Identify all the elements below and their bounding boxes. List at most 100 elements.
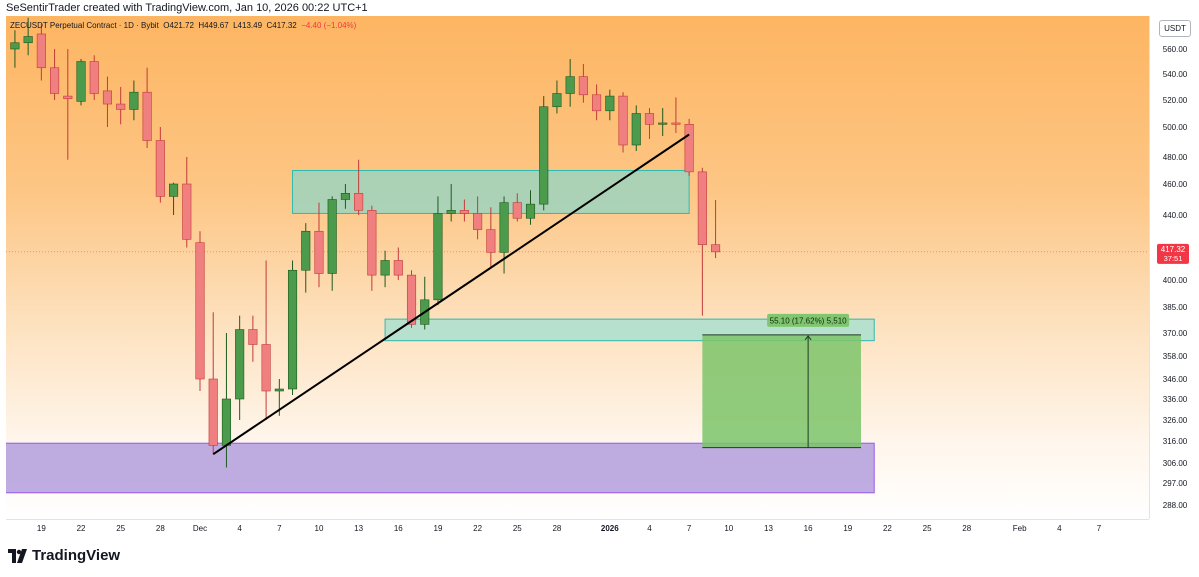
candle-up[interactable]: [539, 106, 549, 205]
price-tick-label: 358.00: [1163, 352, 1188, 361]
candle-down[interactable]: [578, 76, 588, 96]
candle-down[interactable]: [393, 260, 403, 276]
candle-up[interactable]: [340, 193, 350, 200]
candle-down[interactable]: [155, 140, 165, 197]
price-tick-label: 480.00: [1163, 153, 1188, 162]
price-tick-label: 288.00: [1163, 501, 1188, 510]
candle-down[interactable]: [512, 202, 522, 219]
candle-down[interactable]: [473, 213, 483, 230]
candle-down[interactable]: [36, 33, 46, 69]
candle-up[interactable]: [76, 61, 86, 102]
attribution-bar: SeSentirTrader created with TradingView.…: [0, 0, 1199, 16]
candle-up[interactable]: [446, 210, 456, 214]
time-tick-label: Feb: [1013, 524, 1027, 533]
plot-layer: 55.10 (17.62%) 5,510: [0, 17, 1149, 494]
time-tick-label: 13: [354, 524, 363, 533]
price-tick-label: 297.00: [1163, 479, 1188, 488]
measure-label-bg: [767, 313, 850, 327]
candle-up[interactable]: [274, 388, 284, 392]
target-range-box[interactable]: [702, 334, 861, 448]
candle-up[interactable]: [525, 203, 536, 219]
time-tick-label: 16: [804, 524, 813, 533]
price-tick-label: 370.00: [1163, 329, 1188, 338]
legend-low: L413.49: [233, 21, 263, 30]
time-tick-label: 10: [315, 524, 324, 533]
time-tick-label: 4: [647, 524, 652, 533]
candle-down[interactable]: [182, 183, 192, 240]
candle-up[interactable]: [658, 122, 668, 125]
price-tick-label: 306.00: [1163, 459, 1188, 468]
candle-down[interactable]: [261, 344, 271, 392]
candle-down[interactable]: [50, 67, 60, 94]
candle-down[interactable]: [671, 122, 681, 125]
candle-down[interactable]: [406, 274, 417, 325]
candle-down[interactable]: [684, 124, 694, 173]
candle-up[interactable]: [433, 213, 443, 301]
price-axis[interactable]: [1149, 16, 1199, 519]
candle-down[interactable]: [367, 210, 377, 276]
candle-up[interactable]: [23, 36, 33, 44]
time-tick-label: 25: [923, 524, 932, 533]
candle-up[interactable]: [129, 91, 139, 110]
price-tick-label: 316.00: [1163, 437, 1188, 446]
time-tick-label: 25: [116, 524, 125, 533]
candle-up[interactable]: [235, 329, 245, 400]
time-tick-label: 13: [764, 524, 773, 533]
candle-up[interactable]: [565, 76, 575, 94]
trendline[interactable]: [212, 133, 690, 456]
candle-up[interactable]: [287, 269, 298, 390]
countdown-label: 37:51: [1164, 254, 1183, 263]
candle-down[interactable]: [195, 242, 205, 380]
resistance-zone[interactable]: [292, 170, 690, 214]
candle-down[interactable]: [644, 113, 655, 125]
time-tick-label: 22: [473, 524, 482, 533]
time-tick-label: 16: [394, 524, 403, 533]
time-tick-label: 4: [1057, 524, 1062, 533]
candle-down[interactable]: [314, 230, 324, 274]
candle-down[interactable]: [354, 193, 364, 211]
demand-zone[interactable]: [0, 442, 875, 494]
legend-close: C417.32: [266, 21, 297, 30]
current-price-tag: [1157, 243, 1189, 264]
price-tick-label: 520.00: [1163, 96, 1188, 105]
candle-up[interactable]: [301, 230, 311, 271]
time-tick-label: 10: [724, 524, 733, 533]
candle-down[interactable]: [63, 95, 73, 99]
candle-down[interactable]: [697, 171, 707, 246]
candle-up[interactable]: [169, 183, 179, 197]
price-tick-label: 440.00: [1163, 211, 1188, 220]
time-tick-label: 22: [883, 524, 892, 533]
price-tick-label: 540.00: [1163, 70, 1188, 79]
candle-up[interactable]: [10, 42, 20, 50]
time-tick-label: 7: [277, 524, 282, 533]
time-tick-label: Dec: [193, 524, 207, 533]
candle-down[interactable]: [102, 90, 113, 105]
candle-down[interactable]: [711, 244, 721, 253]
legend-change: −4.40 (−1.04%): [301, 21, 357, 30]
candle-down[interactable]: [459, 210, 469, 214]
candle-down[interactable]: [592, 94, 602, 112]
candle-down[interactable]: [248, 329, 258, 345]
candle-up[interactable]: [631, 113, 641, 146]
candle-up[interactable]: [605, 95, 615, 112]
price-tick-label: 560.00: [1163, 45, 1188, 54]
candle-down[interactable]: [486, 229, 496, 253]
candle-down[interactable]: [618, 95, 628, 146]
time-tick-label: 4: [237, 524, 242, 533]
time-axis[interactable]: [6, 519, 1149, 540]
candle-up[interactable]: [327, 199, 337, 274]
candle-up[interactable]: [380, 260, 390, 276]
candle-down[interactable]: [89, 61, 99, 94]
footer: [0, 539, 1199, 577]
attribution-text: SeSentirTrader created with TradingView.…: [6, 2, 368, 14]
candle-up[interactable]: [221, 398, 231, 446]
candle-down[interactable]: [142, 91, 152, 141]
time-tick-label: 28: [156, 524, 165, 533]
candle-down[interactable]: [116, 103, 126, 110]
candle-up[interactable]: [552, 93, 562, 108]
currency-unit-button[interactable]: USDT: [1159, 20, 1191, 37]
candle-down[interactable]: [208, 378, 218, 446]
candle-up[interactable]: [499, 202, 509, 253]
time-tick-label: 7: [687, 524, 692, 533]
